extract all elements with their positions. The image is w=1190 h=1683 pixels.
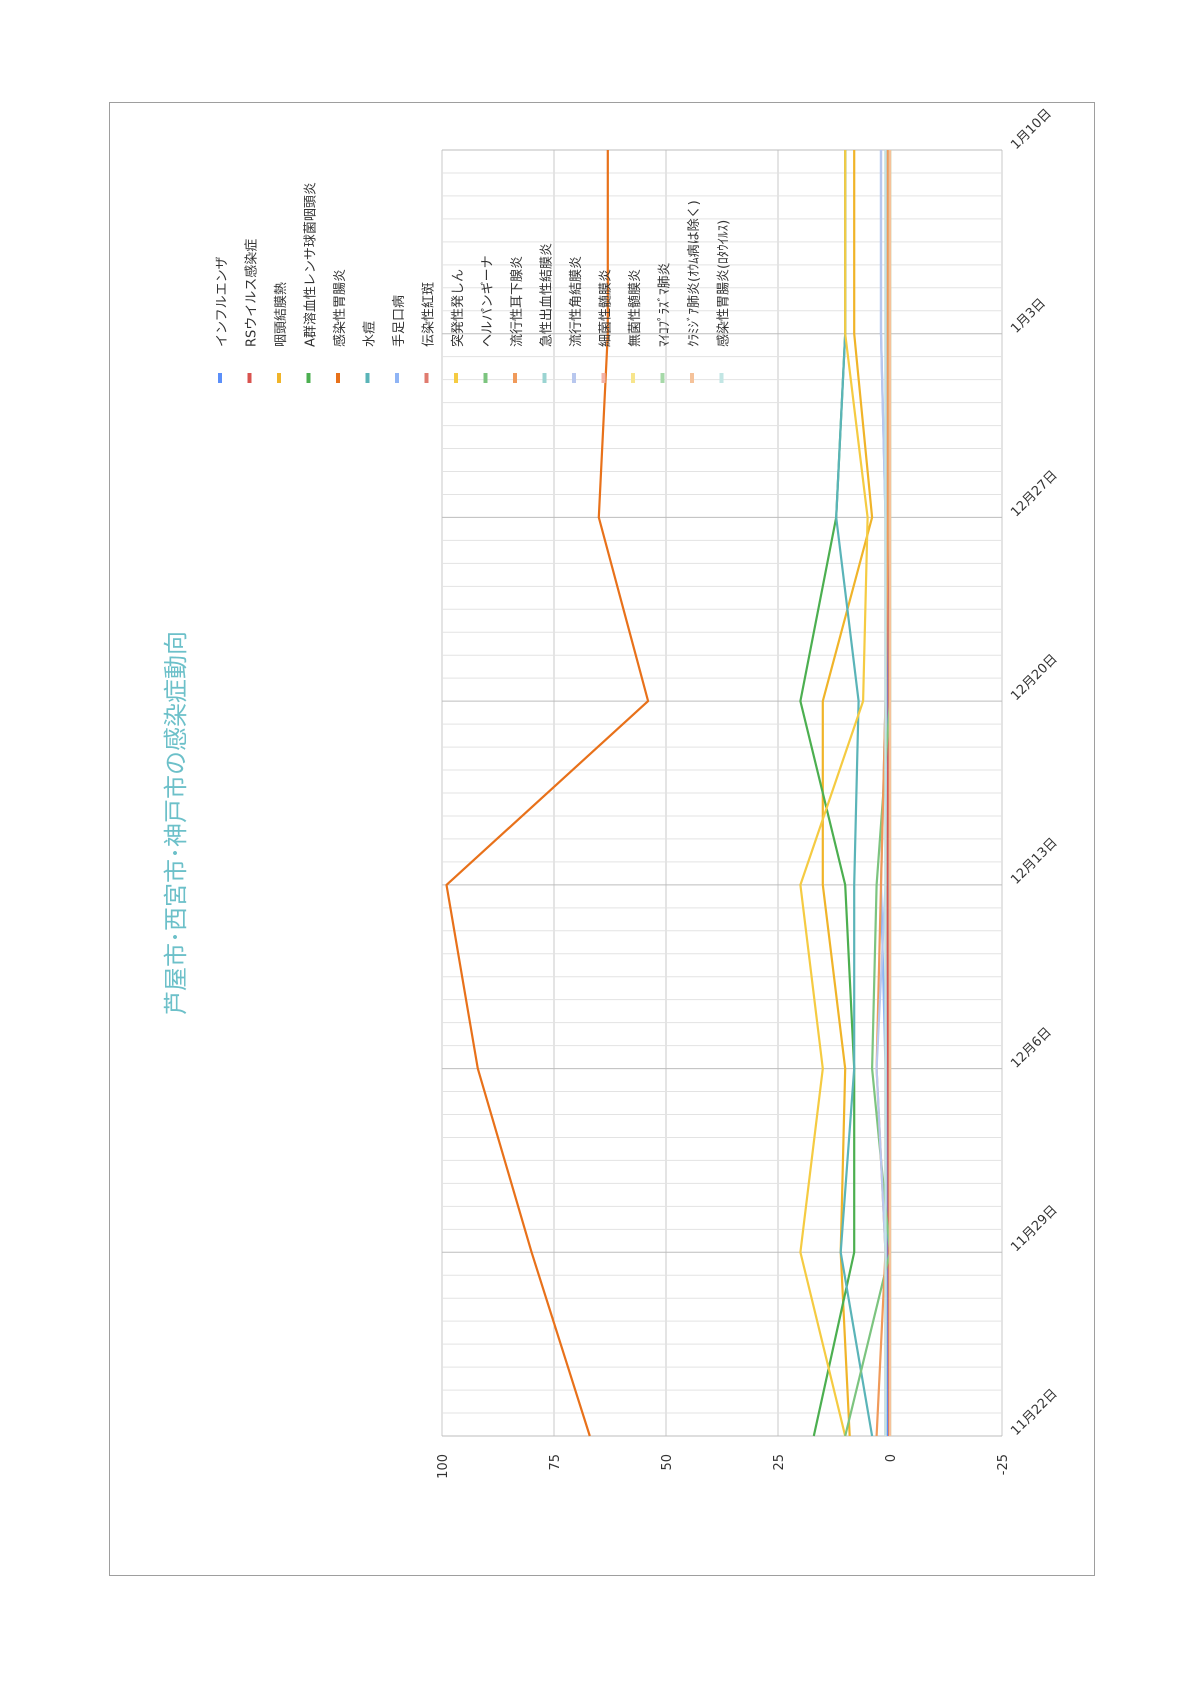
legend-label: 伝染性紅斑 xyxy=(422,282,437,347)
legend-swatch xyxy=(365,373,370,383)
y-axis-ticks: 100 75 50 25 0 -25 xyxy=(436,1454,1011,1479)
y-tick-label: 100 xyxy=(436,1454,451,1479)
x-tick-label: 11月29日 xyxy=(1008,1203,1060,1255)
x-tick-label: 1月3日 xyxy=(1008,296,1049,337)
legend-label: A群溶血性レンサ球菌咽頭炎 xyxy=(304,182,319,347)
legend-label: RSウイルス感染症 xyxy=(244,239,260,347)
x-tick-label: 1月10日 xyxy=(1008,106,1055,153)
x-tick-label: 12月6日 xyxy=(1008,1025,1055,1072)
legend-label: 水痘 xyxy=(363,321,378,347)
legend-swatch xyxy=(454,373,458,383)
legend-swatch xyxy=(395,373,399,383)
legend-swatch xyxy=(306,373,311,383)
series-lines xyxy=(445,150,892,1437)
chart-frame xyxy=(109,102,1095,1576)
legend-label: 突発性発しん xyxy=(450,269,466,347)
legend-label: 流行性角結膜炎 xyxy=(569,256,584,347)
legend-swatch xyxy=(424,373,429,383)
legend-swatch xyxy=(513,373,517,383)
legend-swatch xyxy=(277,373,281,383)
x-tick-label: 12月13日 xyxy=(1008,835,1060,887)
x-tick-label: 11月22日 xyxy=(1008,1386,1060,1438)
legend-swatch xyxy=(572,373,576,383)
x-tick-label: 12月20日 xyxy=(1008,652,1060,704)
legend-swatch xyxy=(631,373,635,383)
legend-label: 手足口病 xyxy=(392,295,407,347)
y-tick-label: 25 xyxy=(772,1454,787,1471)
chart-title: 芦屋市･西宮市･神戸市の感染症動向 xyxy=(162,631,190,1015)
y-tick-label: 75 xyxy=(548,1454,563,1471)
legend: インフルエンザ RSウイルス感染症 咽頭結膜熱 A群溶血性レンサ球菌咽頭炎 感染性胃腸炎… xyxy=(215,182,732,383)
grid xyxy=(441,149,1003,1437)
legend-swatch xyxy=(542,373,547,383)
legend-swatch xyxy=(336,373,340,383)
legend-swatch xyxy=(601,373,606,383)
legend-swatch xyxy=(690,373,694,383)
legend-swatch xyxy=(719,373,724,383)
legend-label: 感染性胃腸炎(ﾛﾀｳｲﾙｽ) xyxy=(716,220,732,347)
legend-label: 無菌性髄膜炎 xyxy=(628,269,643,347)
x-tick-label: 12月27日 xyxy=(1008,468,1060,520)
legend-label: ヘルパンギーナ xyxy=(481,255,496,347)
legend-swatch xyxy=(218,373,222,383)
legend-label: 感染性胃腸炎 xyxy=(332,269,348,347)
series-line xyxy=(445,150,650,1437)
x-axis-ticks: 11月22日 11月29日 12月6日 12月13日 12月20日 12月27日 1月3日 1… xyxy=(1008,106,1060,1439)
legend-label: 咽頭結膜熱 xyxy=(274,282,289,347)
series-line xyxy=(799,150,869,1437)
legend-label: 細菌性髄膜炎 xyxy=(599,269,614,347)
legend-swatch xyxy=(247,373,252,383)
y-tick-label: -25 xyxy=(996,1454,1011,1475)
legend-label: ﾏｲｺﾌﾟﾗｽﾞﾏ肺炎 xyxy=(658,262,673,347)
legend-label: 急性出血性結膜炎 xyxy=(540,243,555,347)
y-tick-label: 0 xyxy=(884,1454,899,1462)
legend-swatch xyxy=(660,373,665,383)
legend-label: ｸﾗﾐｼﾞｱ肺炎(ｵｳﾑ病は除く) xyxy=(687,200,702,347)
legend-label: 流行性耳下腺炎 xyxy=(510,256,525,347)
series-line xyxy=(835,150,874,1437)
y-tick-label: 50 xyxy=(660,1454,675,1471)
legend-swatch xyxy=(483,373,488,383)
legend-label: インフルエンザ xyxy=(215,256,230,347)
